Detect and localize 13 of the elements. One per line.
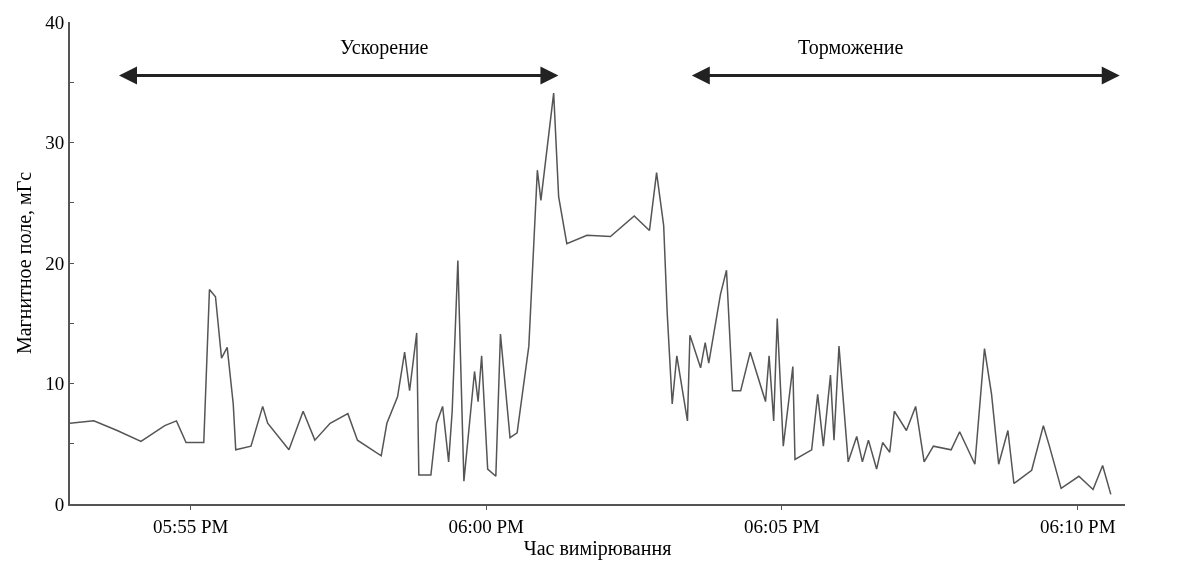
x-tick-label: 05:55 PM [152, 515, 229, 537]
y-tick-label: 0 [54, 493, 65, 515]
y-tick-label: 20 [45, 252, 65, 274]
y-tick-label: 10 [45, 373, 65, 395]
y-tick-label: 30 [45, 132, 65, 154]
x-tick-label: 06:05 PM [744, 515, 820, 537]
y-axis-title: Магнитное поле, мГс [13, 171, 36, 355]
x-tick-label: 06:10 PM [1040, 515, 1116, 537]
annotation: Ускорение [340, 36, 429, 59]
y-tick-label: 40 [45, 11, 65, 33]
x-axis-title: Час вимірювання [523, 536, 672, 560]
x-tick-label: 06:00 PM [448, 515, 525, 537]
annotation: Торможение [798, 36, 904, 59]
